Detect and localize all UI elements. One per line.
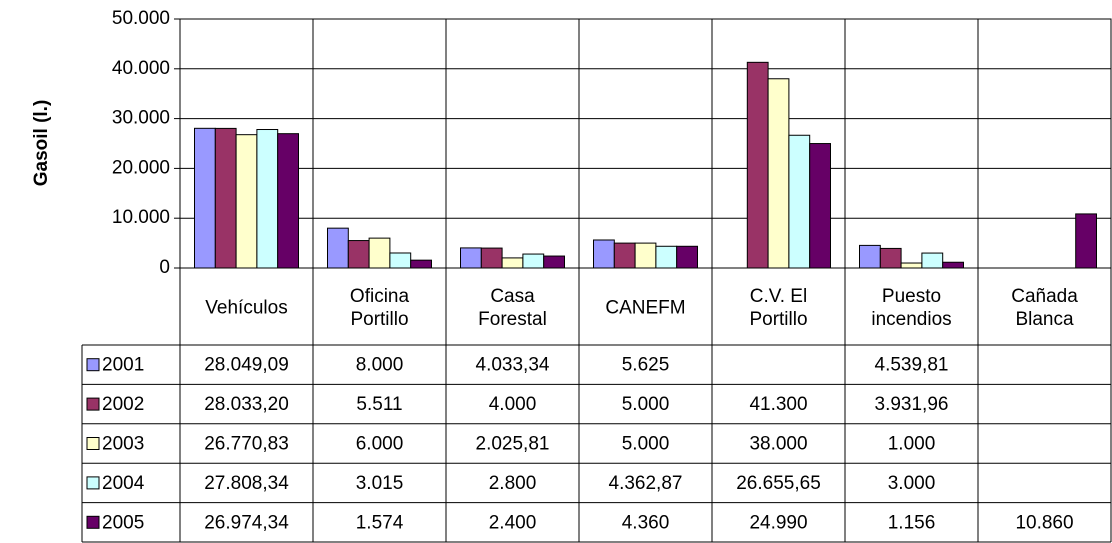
table-value: 26.974,34 [204,512,289,533]
bar [921,252,944,269]
y-tick-label: 30.000 [112,108,170,129]
bar [389,252,412,269]
table-value: 8.000 [356,355,404,376]
bar [788,134,811,269]
table-value: 2.025,81 [476,434,550,455]
legend-swatch [86,476,100,490]
table-value: 28.033,20 [204,394,289,415]
y-tick-label: 20.000 [112,157,170,178]
bar [942,261,965,269]
table-value: 5.000 [622,434,670,455]
table-value: 3.000 [888,473,936,494]
bar [655,245,678,269]
bar [900,262,923,269]
table-value: 10.860 [1015,512,1073,533]
bar [256,129,279,269]
table-value: 5.625 [622,355,670,376]
table-value: 1.156 [888,512,936,533]
table-value: 26.770,83 [204,434,289,455]
legend-label: 2005 [102,512,144,533]
table-value: 41.300 [749,394,807,415]
table-value: 27.808,34 [204,473,289,494]
bar [501,257,524,269]
legend-swatch [86,515,100,529]
x-tick-label: Cañada Blanca [1011,286,1078,330]
x-tick-label: CANEFM [605,298,685,319]
table-value: 5.511 [356,394,402,415]
bar [522,253,545,269]
bar [327,227,349,269]
legend-swatch [86,437,100,450]
bar [347,240,370,269]
table-value: 4.362,87 [609,473,683,494]
bar [613,242,636,269]
bar [277,133,300,269]
x-tick-label: Casa Forestal [478,286,547,330]
y-tick-label: 50.000 [112,8,170,29]
table-value: 38.000 [749,434,807,455]
table-value: 4.000 [489,394,537,415]
bar [214,127,237,269]
bar [634,242,657,269]
legend-label: 2004 [102,473,145,494]
y-axis-label: Gasoil (l.) [31,100,52,187]
bar [593,239,615,269]
legend-label: 2001 [102,355,144,376]
legend-swatch [86,397,100,411]
table-value: 4.360 [622,512,670,533]
table-value: 26.655,65 [736,473,821,494]
x-tick-label: Puesto incendios [871,286,951,330]
x-tick-label: Vehículos [205,298,287,319]
table-value: 4.539,81 [875,355,949,376]
bar [543,255,566,269]
y-tick-label: 10.000 [112,207,170,228]
plot-border [179,18,1112,269]
table-value: 2.400 [489,512,537,533]
bar [879,247,902,269]
x-tick-label: Oficina Portillo [350,286,410,330]
bar [480,247,503,269]
table-value: 1.000 [888,434,936,455]
table-value: 6.000 [356,434,404,455]
x-tick-label: C.V. El Portillo [749,286,807,330]
bar [676,245,699,269]
table-value: 1.574 [356,512,404,533]
bar [410,259,433,269]
table-value: 2.800 [489,473,537,494]
table-value: 3.931,96 [875,394,949,415]
y-tick-label: 0 [159,257,170,278]
bar [746,61,769,269]
table-value: 3.015 [356,473,404,494]
bar [1075,213,1097,269]
bar [767,78,790,269]
bar [809,143,832,269]
bar [368,237,391,269]
bar [859,244,881,269]
table-value: 5.000 [622,394,670,415]
bar [194,127,216,269]
y-tick-label: 40.000 [112,58,170,79]
table-value: 4.033,34 [476,355,550,376]
legend-swatch [86,358,100,372]
legend-label: 2003 [102,434,144,455]
bar [460,247,482,269]
table-value: 24.990 [749,512,807,533]
table-value: 28.049,09 [204,355,289,376]
bar [235,134,258,269]
legend-label: 2002 [102,394,144,415]
